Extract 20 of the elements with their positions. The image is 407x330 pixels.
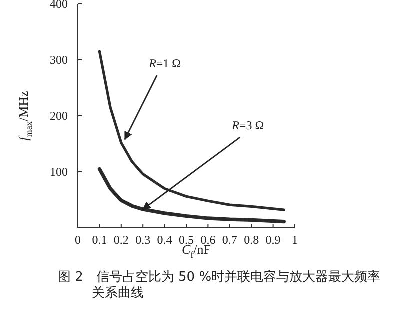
y-tick-label: 400: [50, 0, 68, 12]
y-tick-label: 300: [50, 53, 68, 68]
line-series: [98, 50, 286, 212]
x-tick-label: 0.8: [244, 233, 260, 247]
annotation: R=1 Ω: [148, 56, 182, 71]
x-tick-label: 0.3: [136, 233, 151, 247]
x-tick-label: 0.9: [266, 233, 281, 247]
x-tick-label: 0.4: [157, 233, 172, 247]
line-series: [98, 167, 286, 224]
x-tick-label: 0: [75, 233, 81, 247]
y-tick-label: 100: [50, 165, 68, 180]
x-tick-label: 0.2: [114, 233, 129, 247]
x-tick-label: 0.1: [92, 233, 108, 247]
y-tick-label: 200: [50, 109, 68, 124]
text: 图 2 信号占空比为 50 %时并联电容与放大器最大频率关系曲线: [58, 270, 382, 302]
x-tick-label: 0.7: [222, 233, 238, 247]
x-tick-label: 0.6: [200, 233, 216, 247]
x-tick-label: 0.5: [179, 233, 194, 247]
x-tick-label: 1: [292, 233, 298, 247]
annotation: R=3 Ω: [231, 118, 264, 133]
